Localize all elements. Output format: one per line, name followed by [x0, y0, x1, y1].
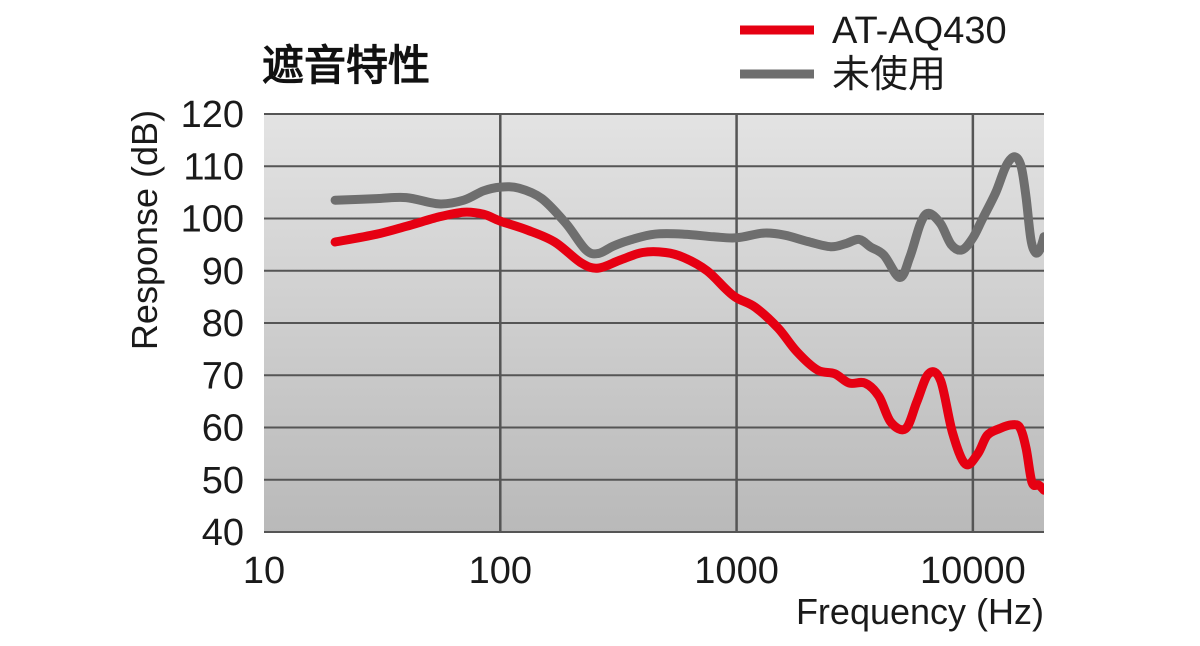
- legend-label: 未使用: [832, 54, 946, 96]
- series-line-unused: [330, 152, 1044, 282]
- chart-title: 遮音特性: [262, 41, 430, 90]
- x-tick-label: 100: [469, 550, 532, 592]
- y-tick-label: 120: [181, 94, 244, 136]
- series-lines: [330, 152, 1044, 495]
- y-gridlines: [264, 113, 1044, 533]
- y-tick-label: 110: [183, 146, 244, 188]
- y-axis-title: Response (dB): [124, 110, 165, 350]
- y-tick-label: 80: [202, 303, 244, 345]
- y-tick-label: 60: [202, 408, 244, 450]
- y-tick-label: 100: [181, 199, 244, 241]
- x-tick-labels: 10 100 1000 10000: [243, 550, 1026, 592]
- y-tick-labels: 40 50 60 70 80 90 100 110 120: [181, 94, 244, 554]
- x-tick-label: 1000: [694, 550, 779, 592]
- y-tick-label: 70: [202, 355, 244, 397]
- legend-label: AT-AQ430: [832, 10, 1007, 52]
- x-axis-title: Frequency (Hz): [796, 591, 1044, 632]
- x-tick-label: 10: [243, 550, 285, 592]
- x-tick-label: 10000: [920, 550, 1026, 592]
- y-tick-label: 50: [202, 460, 244, 502]
- y-tick-label: 90: [202, 251, 244, 293]
- y-tick-label: 40: [202, 512, 244, 554]
- series-line-at-aq430: [330, 207, 1044, 495]
